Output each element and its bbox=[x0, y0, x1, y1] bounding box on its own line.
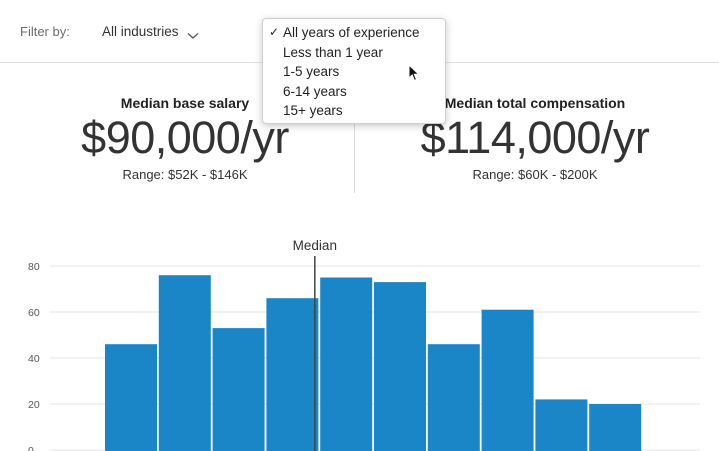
dropdown-option-1-5-years[interactable]: 1-5 years bbox=[263, 62, 445, 82]
stat-title: Median base salary bbox=[120, 95, 250, 111]
industry-select[interactable]: All industries bbox=[102, 24, 199, 39]
y-tick-label: 20 bbox=[28, 399, 40, 411]
histogram-bar bbox=[212, 328, 265, 451]
dropdown-option-label: Less than 1 year bbox=[283, 44, 383, 60]
dropdown-option-label: 1-5 years bbox=[283, 64, 340, 79]
dropdown-option-6-14-years[interactable]: 6-14 years bbox=[263, 82, 445, 102]
y-tick-label: 0 bbox=[28, 445, 34, 451]
median-label: Median bbox=[293, 238, 337, 253]
dropdown-option-label: All years of experience bbox=[283, 25, 420, 40]
y-tick-label: 60 bbox=[28, 307, 40, 319]
stat-value: $114,000/yr bbox=[420, 112, 650, 163]
dropdown-option-all-years[interactable]: ✓ All years of experience bbox=[263, 23, 445, 43]
y-tick-label: 80 bbox=[28, 261, 40, 273]
histogram-bar bbox=[535, 399, 588, 451]
histogram-bar bbox=[427, 344, 480, 451]
histogram-bar bbox=[481, 309, 534, 451]
stat-value: $90,000/yr bbox=[81, 112, 289, 163]
histogram-bar bbox=[158, 275, 211, 451]
stat-range: Range: $52K - $146K bbox=[122, 167, 248, 182]
y-tick-label: 40 bbox=[28, 353, 40, 365]
chevron-down-icon bbox=[187, 28, 199, 39]
median-base-salary-card: Median base salary $90,000/yr Range: $52… bbox=[40, 95, 330, 182]
stats-divider bbox=[354, 120, 355, 193]
dropdown-option-less-than-1-year[interactable]: Less than 1 year bbox=[263, 43, 445, 63]
experience-dropdown-menu: ✓ All years of experience Less than 1 ye… bbox=[262, 18, 446, 124]
mouse-cursor-icon bbox=[408, 64, 420, 82]
histogram-bar bbox=[320, 277, 373, 451]
histogram-bar bbox=[266, 298, 319, 451]
histogram-bar bbox=[589, 404, 642, 451]
salary-histogram-chart: 80 60 40 20 0 Median bbox=[28, 238, 700, 451]
dropdown-option-15-plus-years[interactable]: 15+ years bbox=[263, 101, 445, 121]
median-total-compensation-card: Median total compensation $114,000/yr Ra… bbox=[380, 95, 690, 182]
dropdown-option-label: 15+ years bbox=[283, 103, 343, 118]
histogram-bar bbox=[374, 282, 426, 451]
histogram-bar bbox=[105, 344, 157, 451]
check-icon: ✓ bbox=[269, 25, 280, 39]
filter-label: Filter by: bbox=[20, 24, 70, 39]
industry-select-value: All industries bbox=[102, 24, 179, 39]
stat-title: Median total compensation bbox=[444, 95, 626, 111]
stat-range: Range: $60K - $200K bbox=[472, 167, 598, 182]
dropdown-option-label: 6-14 years bbox=[283, 83, 347, 99]
